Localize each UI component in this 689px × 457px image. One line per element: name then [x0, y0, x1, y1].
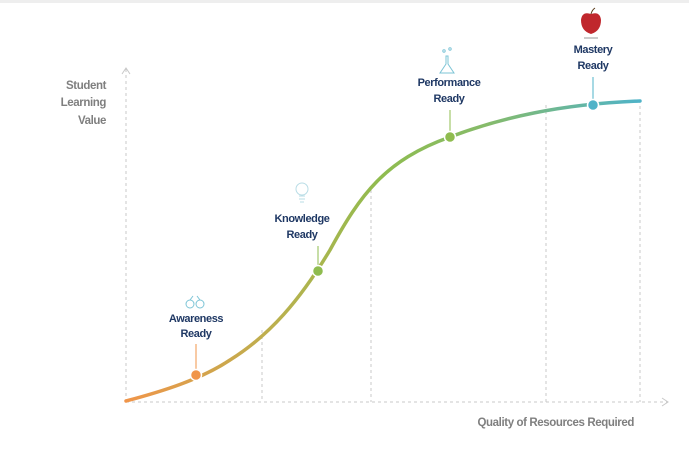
learning-curve — [124, 99, 642, 403]
stage-label: Performance — [418, 77, 481, 89]
stage-label: Ready — [180, 328, 212, 340]
y-label: Learning — [61, 97, 107, 109]
axes — [121, 67, 669, 407]
stage-dot — [586, 98, 600, 112]
stage: Performance Ready — [418, 47, 481, 144]
stage-label: Knowledge — [274, 213, 329, 225]
icon — [439, 47, 455, 74]
stage-dot — [311, 264, 325, 278]
stage-label: Ready — [286, 229, 318, 241]
icon — [295, 182, 309, 203]
stage: Awareness Ready — [169, 295, 224, 382]
stage-label: Awareness — [169, 313, 224, 325]
icon — [185, 295, 205, 309]
icon — [581, 7, 601, 39]
y-label: Value — [78, 115, 106, 127]
y-label: Student — [66, 80, 107, 92]
x-label: Quality of Resources Required — [478, 417, 635, 429]
stage-dot — [189, 368, 203, 382]
stage-label: Mastery — [574, 44, 614, 56]
stage: Knowledge Ready — [274, 182, 330, 278]
top-bar — [0, 0, 689, 3]
stage-label: Ready — [577, 60, 609, 72]
stage-dot — [443, 130, 457, 144]
stage: Mastery Ready — [574, 7, 614, 112]
stage-label: Ready — [433, 93, 465, 105]
